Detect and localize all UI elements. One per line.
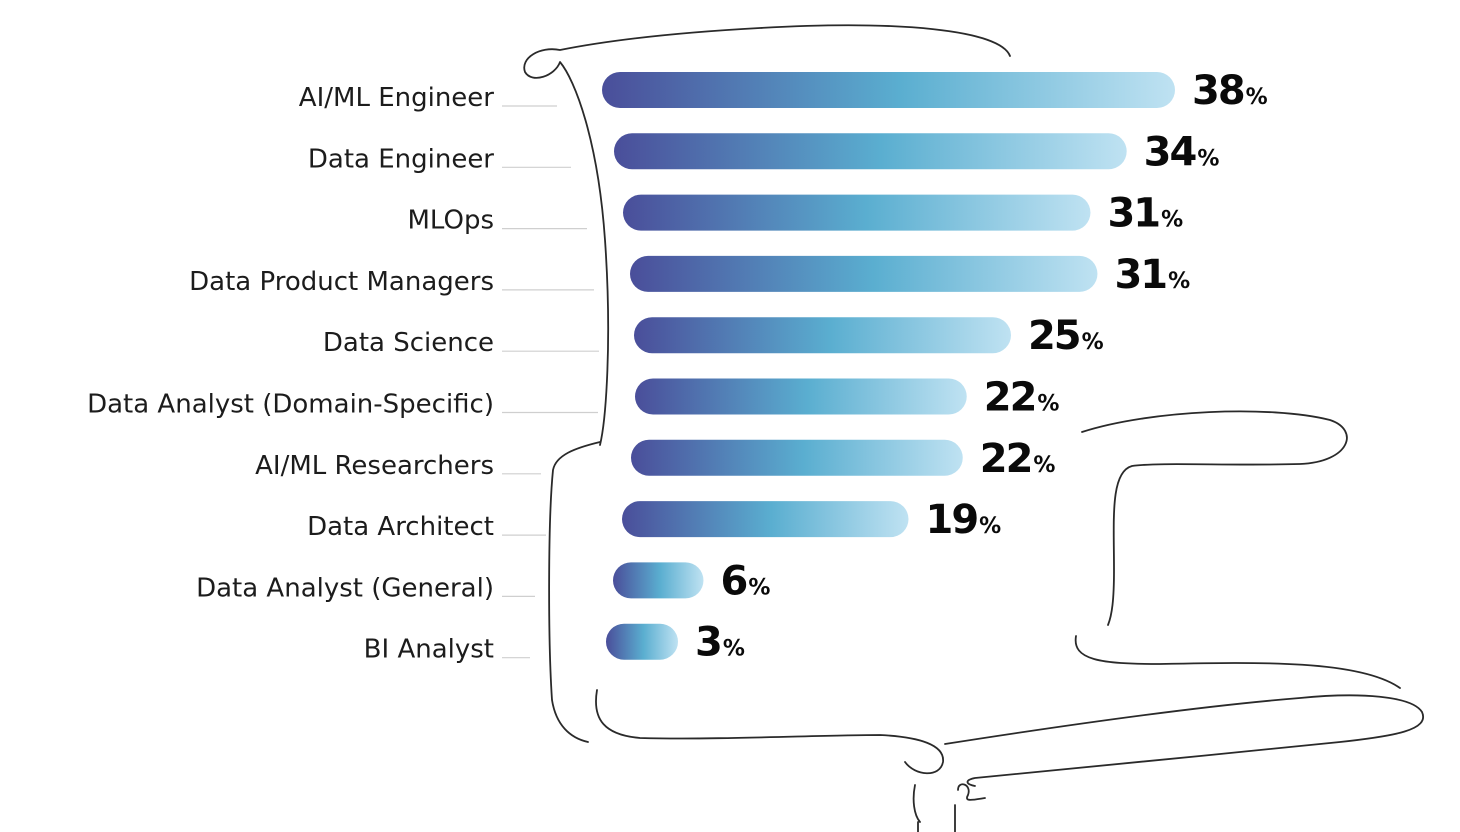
bar-data-engineer	[614, 133, 1127, 170]
category-label-bi-analyst: BI Analyst	[364, 635, 494, 665]
bar-ai-ml-researchers	[631, 439, 963, 476]
doodle-chair-stem	[912, 783, 986, 832]
label-leaders	[502, 105, 599, 659]
doodle-seat-edge	[944, 694, 1425, 787]
doodle-seat-front	[595, 689, 944, 775]
category-label-data-analyst-general: Data Analyst (General)	[196, 573, 494, 603]
value-label-data-analyst-general: 6%	[720, 558, 770, 604]
value-label-data-science: 25%	[1028, 313, 1104, 359]
value-label-mlops: 31%	[1107, 191, 1183, 237]
category-label-data-engineer: Data Engineer	[308, 144, 494, 174]
category-label-data-science: Data Science	[323, 328, 494, 358]
bar-ai-ml-engineer	[602, 72, 1175, 108]
doodle-armrest	[1081, 410, 1348, 626]
category-label-data-product-managers: Data Product Managers	[189, 267, 494, 297]
doodle-armrest-base	[1074, 635, 1401, 689]
value-label-ai-ml-researchers: 22%	[980, 436, 1056, 482]
bar-mlops	[623, 194, 1091, 231]
category-label-data-analyst-domain-specific: Data Analyst (Domain-Specific)	[87, 390, 494, 420]
doodle-backrest-left	[548, 441, 601, 743]
chair-doodle	[523, 24, 1425, 832]
value-label-bi-analyst: 3%	[695, 620, 745, 666]
doodle-backrest-top	[523, 24, 1011, 446]
value-label-data-product-managers: 31%	[1114, 252, 1190, 298]
value-label-ai-ml-engineer: 38%	[1192, 68, 1268, 114]
category-label-ai-ml-engineer: AI/ML Engineer	[299, 83, 495, 113]
value-label-data-architect: 19%	[926, 497, 1002, 543]
bar-data-science	[634, 317, 1011, 354]
bar-data-analyst-domain-specific	[635, 378, 967, 415]
value-label-data-analyst-domain-specific: 22%	[984, 375, 1060, 421]
category-label-data-architect: Data Architect	[307, 512, 494, 542]
value-labels: 38%34%31%31%25%22%22%19%6%3%	[695, 68, 1268, 666]
bar-data-analyst-general	[613, 562, 704, 599]
bar-bi-analyst	[606, 623, 678, 660]
category-labels: AI/ML Engineer Data Engineer MLOps Data Pro…	[87, 83, 494, 665]
bars	[602, 72, 1175, 660]
category-label-ai-ml-researchers: AI/ML Researchers	[255, 451, 494, 481]
category-label-mlops: MLOps	[407, 206, 494, 236]
value-label-data-engineer: 34%	[1144, 129, 1220, 175]
bar-data-architect	[622, 501, 909, 538]
bar-data-product-managers	[630, 255, 1098, 292]
